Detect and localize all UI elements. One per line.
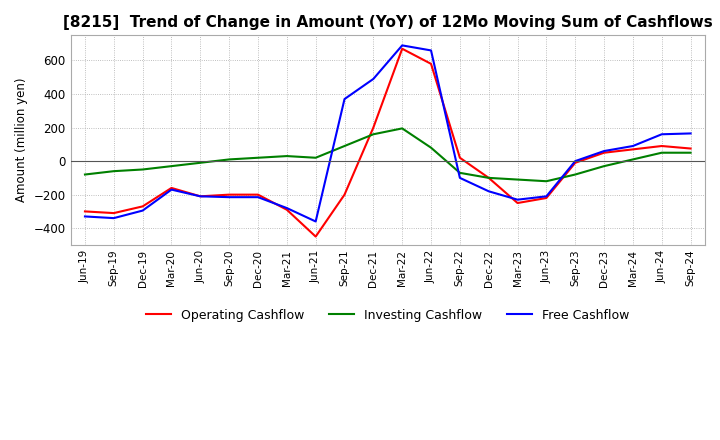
Investing Cashflow — [542, 179, 551, 184]
Operating Cashflow — [253, 192, 262, 197]
Free Cashflow — [398, 43, 407, 48]
Operating Cashflow — [81, 209, 89, 214]
Investing Cashflow — [282, 154, 291, 159]
Free Cashflow — [253, 194, 262, 200]
Free Cashflow — [571, 158, 580, 164]
Investing Cashflow — [571, 172, 580, 177]
Free Cashflow — [600, 148, 608, 154]
Investing Cashflow — [225, 157, 233, 162]
Operating Cashflow — [282, 207, 291, 213]
Investing Cashflow — [600, 164, 608, 169]
Investing Cashflow — [657, 150, 666, 155]
Investing Cashflow — [629, 157, 637, 162]
Free Cashflow — [513, 197, 522, 202]
Y-axis label: Amount (million yen): Amount (million yen) — [15, 78, 28, 202]
Operating Cashflow — [398, 46, 407, 51]
Investing Cashflow — [196, 160, 204, 165]
Operating Cashflow — [196, 194, 204, 199]
Free Cashflow — [167, 187, 176, 192]
Operating Cashflow — [427, 61, 436, 66]
Free Cashflow — [542, 194, 551, 199]
Investing Cashflow — [81, 172, 89, 177]
Operating Cashflow — [513, 200, 522, 205]
Operating Cashflow — [311, 234, 320, 239]
Free Cashflow — [629, 143, 637, 149]
Free Cashflow — [485, 189, 493, 194]
Operating Cashflow — [629, 147, 637, 152]
Operating Cashflow — [225, 192, 233, 197]
Legend: Operating Cashflow, Investing Cashflow, Free Cashflow: Operating Cashflow, Investing Cashflow, … — [141, 304, 635, 327]
Title: [8215]  Trend of Change in Amount (YoY) of 12Mo Moving Sum of Cashflows: [8215] Trend of Change in Amount (YoY) o… — [63, 15, 713, 30]
Investing Cashflow — [138, 167, 147, 172]
Free Cashflow — [81, 214, 89, 219]
Operating Cashflow — [138, 204, 147, 209]
Operating Cashflow — [686, 146, 695, 151]
Operating Cashflow — [657, 143, 666, 149]
Operating Cashflow — [340, 192, 348, 197]
Investing Cashflow — [109, 169, 118, 174]
Free Cashflow — [686, 131, 695, 136]
Investing Cashflow — [686, 150, 695, 155]
Line: Operating Cashflow: Operating Cashflow — [85, 49, 690, 237]
Investing Cashflow — [253, 155, 262, 161]
Operating Cashflow — [109, 210, 118, 216]
Operating Cashflow — [485, 175, 493, 180]
Free Cashflow — [340, 96, 348, 102]
Operating Cashflow — [571, 160, 580, 165]
Investing Cashflow — [485, 175, 493, 180]
Investing Cashflow — [427, 145, 436, 150]
Line: Free Cashflow: Free Cashflow — [85, 45, 690, 221]
Free Cashflow — [427, 48, 436, 53]
Line: Investing Cashflow: Investing Cashflow — [85, 128, 690, 181]
Investing Cashflow — [456, 170, 464, 176]
Operating Cashflow — [542, 195, 551, 201]
Operating Cashflow — [456, 155, 464, 161]
Investing Cashflow — [398, 126, 407, 131]
Operating Cashflow — [600, 150, 608, 155]
Investing Cashflow — [369, 132, 378, 137]
Free Cashflow — [282, 205, 291, 211]
Investing Cashflow — [167, 164, 176, 169]
Free Cashflow — [311, 219, 320, 224]
Free Cashflow — [196, 194, 204, 199]
Free Cashflow — [369, 76, 378, 81]
Free Cashflow — [456, 175, 464, 180]
Free Cashflow — [138, 208, 147, 213]
Free Cashflow — [657, 132, 666, 137]
Free Cashflow — [109, 216, 118, 221]
Operating Cashflow — [167, 185, 176, 191]
Free Cashflow — [225, 194, 233, 200]
Investing Cashflow — [311, 155, 320, 161]
Investing Cashflow — [513, 177, 522, 182]
Operating Cashflow — [369, 125, 378, 130]
Investing Cashflow — [340, 143, 348, 149]
